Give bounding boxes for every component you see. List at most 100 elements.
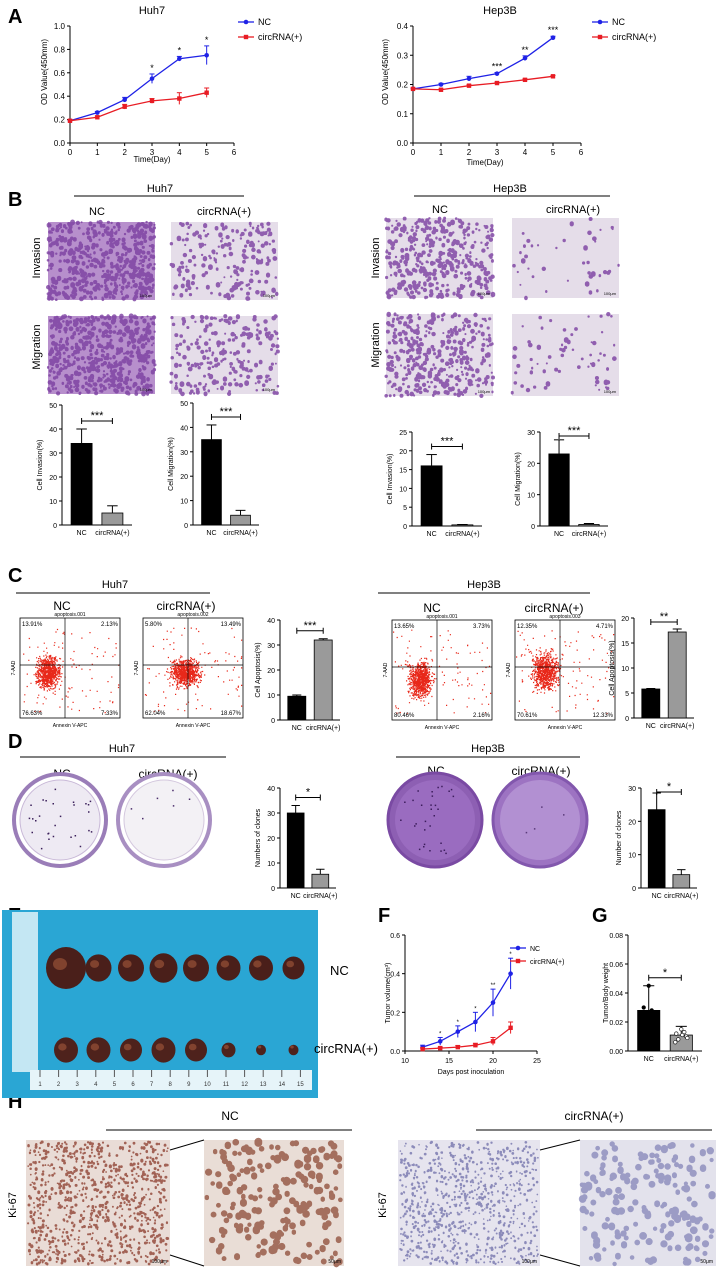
flow-events: [516, 630, 615, 715]
micrograph-huh7-invasion-circ: 100μm: [169, 221, 279, 301]
y-tick-label: 20: [527, 461, 535, 468]
y-tick-label: 15: [621, 641, 629, 648]
panel-label-b: B: [8, 189, 22, 211]
micrograph-hep3b-migration-circ: 100μm: [510, 312, 619, 396]
tumor-highlight: [58, 1043, 67, 1051]
x-tick-label: 5: [551, 148, 556, 157]
x-tick-label: 4: [177, 148, 182, 157]
bar-circ: [578, 524, 600, 527]
series-line-circ: [412, 75, 554, 91]
bar-circ: [672, 874, 691, 889]
huh7-clone-bars: 0 10 20 30 40 Numbers of clones NC circRNA(+) *: [255, 786, 338, 900]
tumor-highlight: [90, 1043, 100, 1051]
hep3b-migration-bars: 0 10 20 30 Cell Migration(%) NC circRNA(+) ***: [515, 425, 608, 538]
x-tick-label: 0: [68, 148, 73, 157]
d-hep3b-header: Hep3B: [471, 743, 505, 755]
stained-cells: [46, 313, 157, 397]
tumor-circ-4: [151, 1037, 176, 1063]
y-tick-label: 0.0: [390, 1049, 400, 1056]
y-tick-label: 0.1: [397, 110, 409, 119]
tumor-highlight: [123, 1043, 132, 1051]
stained-cells: [46, 219, 156, 302]
ruler-number: 11: [223, 1082, 230, 1088]
x-category-label: circRNA(+): [445, 531, 479, 538]
significance-mark: *: [150, 63, 154, 73]
b-hep3b-migration-label: Migration: [370, 322, 382, 367]
y-tick-label: 0.6: [54, 69, 66, 78]
sample-point: [679, 1027, 684, 1032]
colony-plate-hep3b-circ: [491, 771, 589, 869]
sample-point: [685, 1035, 690, 1041]
flow-sample-id: apoptosis.001: [426, 614, 457, 620]
b-hep3b-header: Hep3B: [493, 183, 527, 195]
micrograph-huh7-invasion-nc: 100μm: [46, 219, 156, 302]
y-tick-label: 10: [399, 486, 407, 493]
data-point-nc: [473, 1019, 478, 1025]
y-tick-label: 50: [180, 401, 188, 408]
x-category-label: NC: [292, 725, 302, 732]
x-tick-label: 3: [150, 148, 155, 157]
data-point-nc: [204, 52, 209, 58]
sample-point: [673, 1040, 678, 1045]
flow-sample-id: apoptosis.003: [549, 614, 580, 620]
ruler-number: 13: [260, 1082, 267, 1088]
bar-circ: [313, 639, 333, 721]
h-circ-header: circRNA(+): [565, 1109, 624, 1123]
data-point-nc: [437, 1039, 443, 1044]
y-tick-label: 5: [625, 691, 629, 698]
bar-nc: [647, 809, 666, 889]
flow-plot-frame: [19, 617, 121, 719]
significance-stars: *: [667, 781, 672, 793]
bar-circ: [451, 524, 474, 527]
significance-mark: *: [205, 35, 209, 45]
e-nc-label: NC: [330, 963, 349, 978]
ihc-nc-overview: 100μm: [26, 1140, 170, 1266]
quadrant-lr: 7.33%: [101, 711, 119, 717]
data-point-circ: [420, 1046, 425, 1052]
h-circ-ki67-label: Ki-67: [377, 1192, 389, 1218]
sample-point: [647, 1022, 652, 1028]
series-line-circ: [69, 92, 207, 122]
y-tick-label: 0: [271, 886, 275, 893]
y-tick-label: 15: [399, 468, 407, 475]
data-point-circ: [177, 96, 182, 101]
bar-nc: [420, 465, 443, 527]
significance-mark: *: [474, 1006, 477, 1012]
legend-marker: [597, 19, 603, 25]
tumor-nc-1: [46, 947, 86, 989]
x-tick-label: 10: [401, 1058, 409, 1065]
quadrant-ul: 13.65%: [394, 624, 415, 630]
flow-xaxis-label: Annexin V-APC: [548, 725, 583, 731]
x-tick-label: 4: [523, 148, 528, 157]
quadrant-ur: 4.71%: [596, 624, 614, 630]
data-point-nc: [490, 1000, 496, 1005]
bar-nc: [548, 453, 570, 527]
colonies-plate-1: [28, 788, 93, 850]
data-point-circ: [95, 115, 100, 120]
sample-point: [646, 983, 651, 988]
flow-sample-id: apoptosis.002: [177, 612, 208, 618]
legend-marker: [515, 945, 521, 951]
y-tick-label: 0.4: [390, 972, 400, 979]
tumor-weight-bars: 0.00 0.02 0.04 0.06 0.08 Tumor/Body weight NC c…: [603, 933, 702, 1063]
e-circ-label: circRNA(+): [314, 1041, 378, 1056]
bar-ylabel: Cell Migration(%): [515, 452, 522, 506]
bar-nc: [637, 1010, 661, 1052]
significance-stars: ***: [91, 410, 105, 422]
tumor-highlight: [155, 1043, 165, 1051]
y-tick-label: 30: [267, 811, 275, 818]
y-tick-label: 30: [628, 786, 636, 793]
panel-label-g: G: [592, 905, 608, 927]
x-category-label: NC: [77, 530, 87, 537]
tumor-weight-points: [640, 983, 690, 1045]
tumor-photo-ruler: [30, 1070, 312, 1090]
data-point-circ: [490, 1039, 496, 1044]
ihc-nuclei: [204, 1137, 343, 1268]
ihc-circ-overview: 100μm: [398, 1140, 540, 1266]
quadrant-ul: 13.91%: [22, 622, 43, 628]
hep3b-growth-xlabel: Time(Day): [466, 158, 503, 167]
x-category-label: NC: [291, 893, 301, 900]
data-point-circ: [67, 118, 73, 123]
c-huh7-nc: NC: [53, 599, 71, 613]
